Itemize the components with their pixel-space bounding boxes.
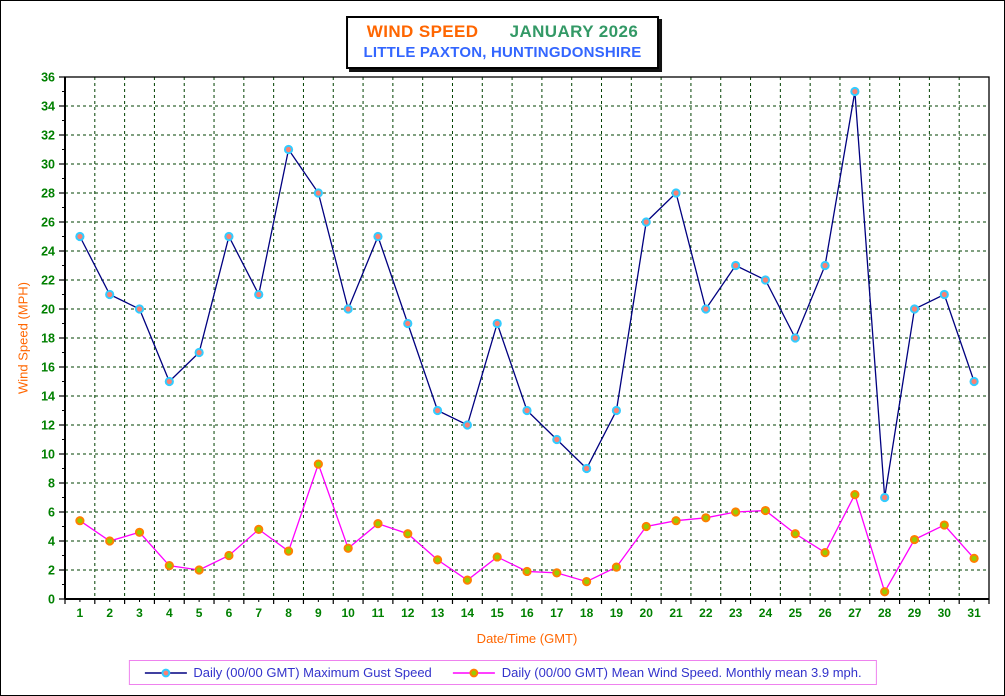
svg-text:18: 18	[580, 606, 594, 620]
svg-text:8: 8	[285, 606, 292, 620]
chart-title-box: WIND SPEED JANUARY 2026 LITTLE PAXTON, H…	[345, 16, 660, 69]
chart-title-line1: WIND SPEED JANUARY 2026	[364, 22, 642, 42]
svg-text:19: 19	[610, 606, 624, 620]
svg-text:30: 30	[41, 158, 55, 172]
svg-text:14: 14	[41, 390, 55, 404]
svg-text:26: 26	[41, 216, 55, 230]
svg-text:14: 14	[461, 606, 475, 620]
chart-title-location: LITTLE PAXTON, HUNTINGDONSHIRE	[363, 44, 642, 61]
svg-text:15: 15	[491, 606, 505, 620]
svg-text:6: 6	[48, 506, 55, 520]
svg-text:24: 24	[41, 245, 55, 259]
svg-text:20: 20	[41, 303, 55, 317]
svg-text:16: 16	[520, 606, 534, 620]
legend-sample-mean-wind-icon	[452, 668, 495, 677]
svg-text:7: 7	[255, 606, 262, 620]
svg-text:5: 5	[196, 606, 203, 620]
svg-text:13: 13	[431, 606, 445, 620]
chart-legend: Daily (00/00 GMT) Maximum Gust Speed Dai…	[128, 660, 877, 685]
chart-title-month: JANUARY 2026	[509, 22, 639, 41]
svg-text:36: 36	[41, 71, 55, 85]
svg-text:4: 4	[48, 535, 55, 549]
svg-text:4: 4	[166, 606, 173, 620]
svg-text:34: 34	[41, 100, 55, 114]
svg-text:11: 11	[372, 606, 385, 620]
y-axis-title: Wind Speed (MPH)	[15, 282, 31, 394]
svg-text:20: 20	[640, 606, 654, 620]
svg-text:3: 3	[136, 606, 143, 620]
svg-text:24: 24	[759, 606, 773, 620]
legend-sample-max-gust-icon	[144, 668, 187, 677]
svg-text:18: 18	[41, 332, 55, 346]
svg-text:12: 12	[401, 606, 415, 620]
svg-text:26: 26	[818, 606, 832, 620]
svg-text:0: 0	[48, 593, 55, 607]
svg-text:27: 27	[848, 606, 862, 620]
svg-text:22: 22	[41, 274, 55, 288]
svg-text:28: 28	[878, 606, 892, 620]
svg-text:32: 32	[41, 129, 55, 143]
svg-text:9: 9	[315, 606, 322, 620]
svg-text:23: 23	[729, 606, 743, 620]
chart-canvas: 1 2 3 4 5 6 7 8 9 10 11 12 13 14 15 16 17 18 19 20 21 22 23 24 2…	[41, 71, 990, 620]
svg-text:10: 10	[341, 606, 355, 620]
svg-text:17: 17	[550, 606, 564, 620]
svg-text:31: 31	[967, 606, 981, 620]
x-axis-title: Date/Time (GMT)	[476, 631, 578, 646]
svg-text:21: 21	[669, 606, 683, 620]
svg-text:29: 29	[908, 606, 922, 620]
legend-item-mean-wind: Daily (00/00 GMT) Mean Wind Speed. Month…	[452, 665, 862, 680]
svg-text:10: 10	[41, 448, 55, 462]
legend-label-max-gust: Daily (00/00 GMT) Maximum Gust Speed	[193, 665, 432, 680]
svg-text:6: 6	[226, 606, 233, 620]
svg-text:12: 12	[41, 419, 55, 433]
svg-text:22: 22	[699, 606, 713, 620]
chart-title-windspeed: WIND SPEED	[366, 22, 479, 41]
svg-text:30: 30	[938, 606, 952, 620]
svg-text:2: 2	[106, 606, 113, 620]
svg-text:2: 2	[48, 564, 55, 578]
svg-text:1: 1	[77, 606, 84, 620]
svg-text:8: 8	[48, 477, 55, 491]
svg-text:28: 28	[41, 187, 55, 201]
legend-item-max-gust: Daily (00/00 GMT) Maximum Gust Speed	[143, 665, 432, 680]
svg-text:25: 25	[789, 606, 803, 620]
legend-label-mean-wind: Daily (00/00 GMT) Mean Wind Speed. Month…	[501, 665, 862, 680]
svg-text:16: 16	[41, 361, 55, 375]
